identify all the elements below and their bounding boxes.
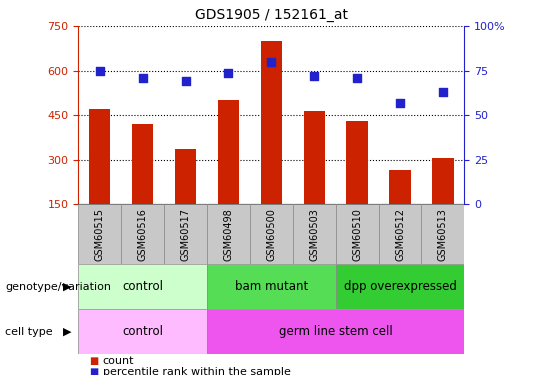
Bar: [89, 110, 111, 204]
Text: cell type: cell type: [5, 327, 53, 337]
Point: [267, 59, 275, 65]
Text: ▶: ▶: [63, 327, 72, 337]
Text: GSM60513: GSM60513: [438, 208, 448, 261]
Bar: [422, 204, 464, 264]
Text: GSM60515: GSM60515: [94, 208, 105, 261]
Text: GSM60512: GSM60512: [395, 208, 405, 261]
Bar: [303, 111, 325, 204]
Bar: [261, 41, 282, 204]
Point: [310, 73, 319, 79]
Bar: [207, 309, 464, 354]
Bar: [293, 204, 336, 264]
Bar: [336, 264, 464, 309]
Point: [181, 78, 190, 84]
Text: ■: ■: [89, 356, 98, 366]
Bar: [78, 264, 207, 309]
Point: [353, 75, 361, 81]
Text: GSM60516: GSM60516: [138, 208, 147, 261]
Text: germ line stem cell: germ line stem cell: [279, 326, 393, 338]
Bar: [207, 204, 250, 264]
Bar: [432, 158, 454, 204]
Text: ▶: ▶: [63, 282, 72, 292]
Bar: [78, 204, 121, 264]
Bar: [218, 100, 239, 204]
Point: [96, 68, 104, 74]
Bar: [389, 170, 411, 204]
Text: ■: ■: [89, 367, 98, 375]
Bar: [207, 264, 336, 309]
Bar: [336, 204, 379, 264]
Title: GDS1905 / 152161_at: GDS1905 / 152161_at: [195, 9, 348, 22]
Text: count: count: [103, 356, 134, 366]
Bar: [164, 204, 207, 264]
Text: dpp overexpressed: dpp overexpressed: [343, 280, 456, 293]
Text: control: control: [122, 280, 163, 293]
Point: [224, 70, 233, 76]
Bar: [250, 204, 293, 264]
Point: [396, 100, 404, 106]
Text: control: control: [122, 326, 163, 338]
Text: bam mutant: bam mutant: [235, 280, 308, 293]
Text: GSM60498: GSM60498: [224, 208, 233, 261]
Point: [438, 89, 447, 95]
Text: percentile rank within the sample: percentile rank within the sample: [103, 367, 291, 375]
Text: GSM60510: GSM60510: [352, 208, 362, 261]
Point: [138, 75, 147, 81]
Text: GSM60503: GSM60503: [309, 208, 319, 261]
Bar: [347, 121, 368, 204]
Text: GSM60500: GSM60500: [266, 208, 276, 261]
Text: GSM60517: GSM60517: [180, 208, 191, 261]
Bar: [132, 124, 153, 204]
Bar: [379, 204, 422, 264]
Text: genotype/variation: genotype/variation: [5, 282, 111, 292]
Bar: [78, 309, 207, 354]
Bar: [121, 204, 164, 264]
Bar: [175, 150, 196, 204]
